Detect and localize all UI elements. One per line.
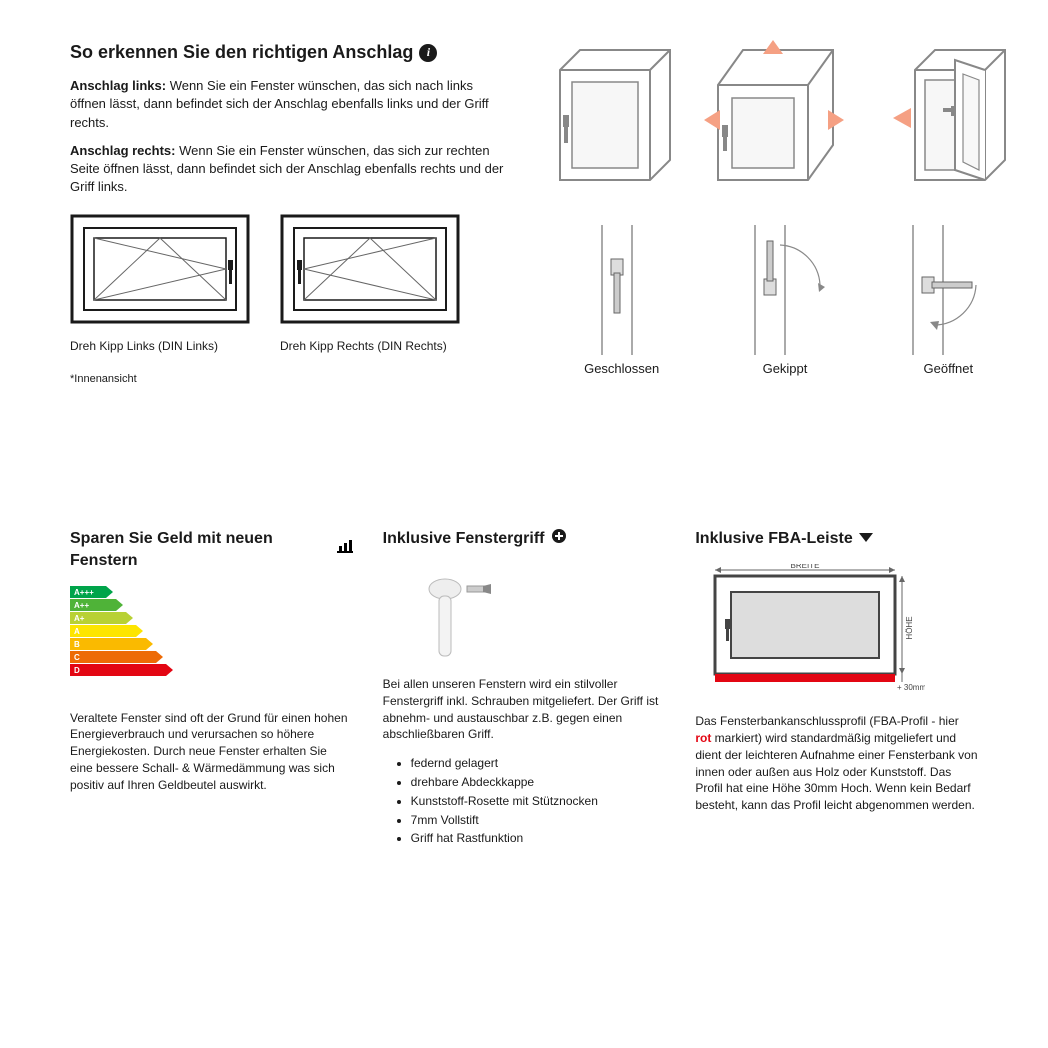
window-right-icon	[280, 214, 460, 324]
list-item: Griff hat Rastfunktion	[411, 830, 666, 847]
col-title: Inklusive Fenstergriff	[383, 528, 666, 550]
bottom-section: Sparen Sie Geld mit neuen Fenstern A+++A…	[70, 528, 978, 850]
handle-tilted: Gekippt	[713, 225, 856, 378]
open-window-icon	[870, 40, 1020, 190]
bold-label: Anschlag rechts:	[70, 143, 175, 158]
bullet-list: federnd gelagert drehbare Abdeckkappe Ku…	[383, 755, 666, 847]
window-right: Dreh Kipp Rechts (DIN Rechts)	[280, 214, 460, 354]
title-text: Sparen Sie Geld mit neuen Fenstern	[70, 528, 331, 573]
svg-text:A++: A++	[74, 601, 89, 610]
col-text: Veraltete Fenster sind oft der Grund für…	[70, 710, 353, 794]
svg-text:C: C	[74, 653, 80, 662]
svg-text:BREITE: BREITE	[791, 564, 820, 570]
handle-product-icon	[383, 564, 666, 664]
col-title: Inklusive FBA-Leiste	[695, 528, 978, 550]
col-text: Bei allen unseren Fenstern wird ein stil…	[383, 676, 666, 743]
fba-diagram-icon: BREITE HÖHE + 30mm	[695, 564, 978, 699]
rot-text: rot	[695, 731, 711, 745]
window-label: Dreh Kipp Links (DIN Links)	[70, 338, 250, 355]
title-text: Inklusive Fenstergriff	[383, 528, 545, 550]
state-label: Geöffnet	[877, 360, 1020, 378]
closed-window-icon	[550, 40, 680, 190]
svg-text:D: D	[74, 666, 80, 675]
list-item: Kunststoff-Rosette mit Stütznocken	[411, 793, 666, 810]
svg-text:HÖHE: HÖHE	[905, 617, 914, 640]
list-item: 7mm Vollstift	[411, 812, 666, 829]
window-left-icon	[70, 214, 250, 324]
window-label: Dreh Kipp Rechts (DIN Rechts)	[280, 338, 460, 355]
handle-down-icon	[577, 225, 667, 355]
col-text: Das Fensterbankanschlussprofil (FBA-Prof…	[695, 713, 978, 814]
svg-text:+ 30mm: + 30mm	[897, 683, 925, 692]
bold-label: Anschlag links:	[70, 78, 166, 93]
tilted-window-icon	[700, 40, 850, 190]
list-item: drehbare Abdeckkappe	[411, 774, 666, 791]
paragraph-left: Anschlag links: Wenn Sie ein Fenster wün…	[70, 77, 510, 132]
col-title: Sparen Sie Geld mit neuen Fenstern	[70, 528, 353, 573]
window-diagrams: Dreh Kipp Links (DIN Links) Dreh Kipp Re…	[70, 214, 510, 354]
svg-text:B: B	[74, 640, 80, 649]
footnote: *Innenansicht	[70, 372, 510, 387]
col-energy: Sparen Sie Geld mit neuen Fenstern A+++A…	[70, 528, 353, 850]
text-part: Das Fensterbankanschlussprofil (FBA-Prof…	[695, 714, 958, 728]
svg-text:A+++: A+++	[74, 588, 94, 597]
svg-text:A: A	[74, 627, 80, 636]
title-text: So erkennen Sie den richtigen Anschlag	[70, 40, 413, 65]
energy-label-icon: A+++ A++ A+ ABCD	[70, 586, 353, 691]
col-fba: Inklusive FBA-Leiste BREITE HÖHE	[695, 528, 978, 850]
state-tilted	[700, 40, 850, 195]
state-closed	[550, 40, 680, 195]
top-section: So erkennen Sie den richtigen Anschlag i…	[70, 40, 978, 388]
state-label: Gekippt	[713, 360, 856, 378]
svg-text:A+: A+	[74, 614, 85, 623]
chevron-down-icon	[859, 529, 873, 549]
text-part: markiert) wird standardmäßig mitgeliefer…	[695, 731, 977, 812]
handle-side-icon	[888, 225, 1008, 355]
info-icon: i	[419, 44, 437, 62]
state-label: Geschlossen	[550, 360, 693, 378]
window-states: Geschlossen Gekippt	[550, 40, 1020, 388]
bar-chart-icon	[337, 540, 353, 560]
hinge-explanation: So erkennen Sie den richtigen Anschlag i…	[70, 40, 510, 388]
window-left: Dreh Kipp Links (DIN Links)	[70, 214, 250, 354]
plus-icon	[551, 528, 567, 550]
col-handle: Inklusive Fenstergriff Bei allen unseren…	[383, 528, 666, 850]
handle-up-icon	[730, 225, 840, 355]
paragraph-right: Anschlag rechts: Wenn Sie ein Fenster wü…	[70, 142, 510, 197]
state-open	[870, 40, 1020, 195]
handle-closed: Geschlossen	[550, 225, 693, 378]
title-text: Inklusive FBA-Leiste	[695, 528, 852, 550]
list-item: federnd gelagert	[411, 755, 666, 772]
handle-open: Geöffnet	[877, 225, 1020, 378]
section-title: So erkennen Sie den richtigen Anschlag i	[70, 40, 510, 65]
